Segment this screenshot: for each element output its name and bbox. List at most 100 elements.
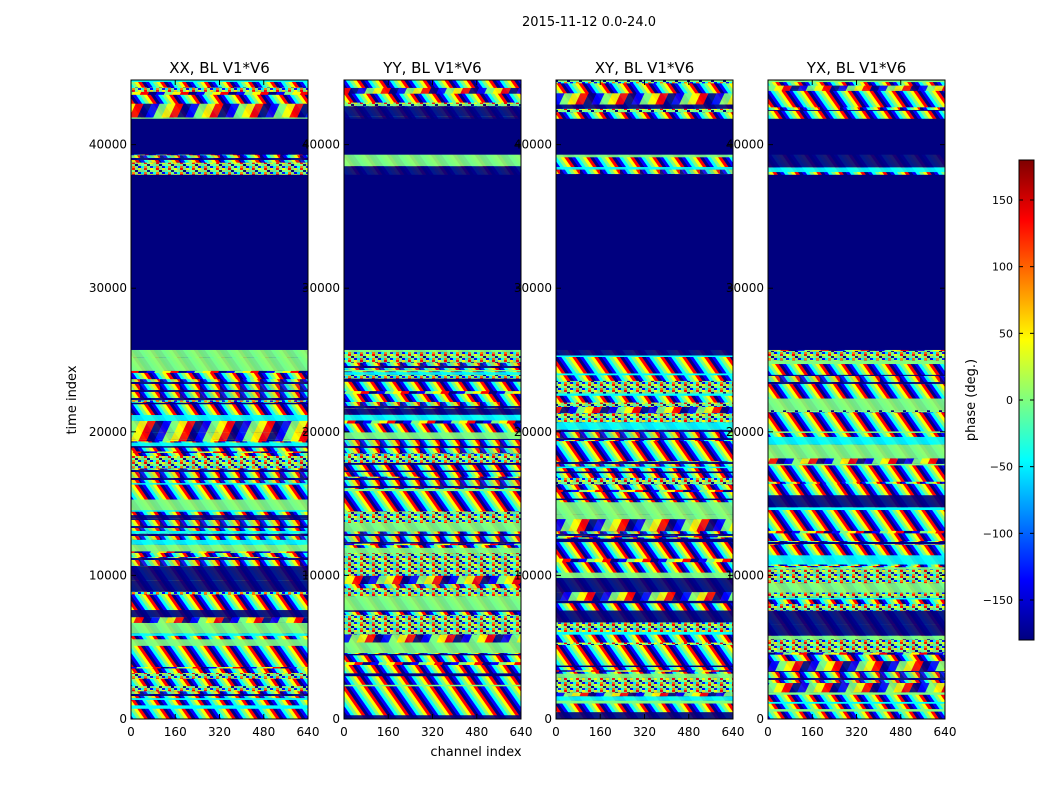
- data-band: [768, 93, 945, 108]
- data-band: [556, 558, 733, 563]
- data-band: [344, 462, 521, 465]
- x-tick-label: 160: [801, 725, 824, 739]
- data-band: [556, 600, 733, 604]
- data-band: [131, 405, 308, 408]
- data-band: [556, 402, 733, 407]
- data-band: [556, 348, 733, 356]
- data-band: [131, 483, 308, 485]
- data-band: [556, 535, 733, 538]
- data-band: [768, 467, 945, 471]
- y-tick-label: 40000: [89, 138, 127, 152]
- data-band: [768, 635, 945, 640]
- data-band: [131, 402, 308, 405]
- colorbar-tick-label: 100: [992, 261, 1013, 274]
- data-band: [344, 369, 521, 372]
- data-band: [131, 551, 308, 553]
- data-band: [131, 580, 308, 592]
- data-band: [344, 432, 521, 439]
- data-band: [344, 438, 521, 450]
- x-tick-label: 160: [589, 725, 612, 739]
- data-band: [344, 476, 521, 490]
- data-band: [131, 639, 308, 646]
- data-band: [344, 531, 521, 544]
- x-tick-label: 0: [127, 725, 135, 739]
- data-band: [768, 555, 945, 565]
- panel-4: YX, BL V1*V6 0 160 320 480 640 0 10000 20000 3000…: [726, 59, 957, 739]
- data-band: [131, 379, 308, 386]
- data-band: [344, 497, 521, 512]
- data-band: [556, 466, 733, 469]
- data-band: [131, 455, 308, 469]
- flagged-band: [556, 118, 733, 155]
- flagged-band: [131, 174, 308, 350]
- data-band: [131, 666, 308, 669]
- panel-2: YY, BL V1*V6 0 160 320 480 640 0 10000 20000 3000…: [302, 59, 533, 739]
- colorbar-tick-label: 50: [999, 327, 1013, 340]
- data-band: [344, 87, 521, 94]
- data-band: [344, 102, 521, 107]
- x-tick-label: 640: [510, 725, 533, 739]
- colorbar-tick-label: 150: [992, 194, 1013, 207]
- data-band: [131, 557, 308, 567]
- x-tick-label: 0: [764, 725, 772, 739]
- data-band: [131, 544, 308, 552]
- data-band: [556, 477, 733, 483]
- y-tick-label: 30000: [514, 281, 552, 295]
- data-band: [344, 414, 521, 421]
- panel-1: XX, BL V1*V6 0 160 320 480 640 0 10000 20000 3000…: [89, 59, 320, 739]
- data-band: [768, 528, 945, 531]
- y-tick-label: 0: [332, 712, 340, 726]
- y-tick-label: 0: [119, 712, 127, 726]
- data-band: [131, 453, 308, 456]
- data-band: [556, 361, 733, 374]
- flagged-band: [131, 118, 308, 155]
- y-axis-label: time index: [65, 365, 80, 434]
- data-band: [131, 591, 308, 595]
- y-tick-label: 10000: [514, 568, 552, 582]
- data-band: [344, 470, 521, 473]
- data-band: [556, 471, 733, 474]
- data-band: [344, 352, 521, 363]
- data-band: [768, 458, 945, 464]
- x-tick-label: 320: [633, 725, 656, 739]
- data-band: [344, 563, 521, 576]
- data-band: [131, 442, 308, 447]
- y-tick-label: 40000: [726, 138, 764, 152]
- data-band: [131, 698, 308, 700]
- data-band: [768, 564, 945, 567]
- data-band: [131, 486, 308, 500]
- data-band: [344, 511, 521, 523]
- colorbar-label: phase (deg.): [964, 359, 979, 441]
- data-band: [344, 547, 521, 554]
- data-band: [768, 85, 945, 90]
- y-tick-label: 0: [544, 712, 552, 726]
- data-band: [768, 374, 945, 385]
- data-band: [768, 639, 945, 653]
- data-band: [556, 696, 733, 701]
- data-band: [344, 610, 521, 612]
- flagged-band: [344, 174, 521, 350]
- data-band: [556, 652, 733, 666]
- data-band: [344, 634, 521, 643]
- data-band: [344, 152, 521, 167]
- data-band: [556, 531, 733, 536]
- data-band: [768, 418, 945, 422]
- data-band: [131, 622, 308, 634]
- y-tick-label: 30000: [726, 281, 764, 295]
- data-band: [344, 362, 521, 370]
- data-band: [131, 518, 308, 532]
- data-band: [556, 447, 733, 462]
- data-band: [344, 401, 521, 409]
- data-band: [344, 106, 521, 117]
- data-band: [768, 360, 945, 365]
- data-band: [768, 398, 945, 411]
- data-band: [556, 489, 733, 493]
- flagged-band: [768, 118, 945, 155]
- data-band: [556, 93, 733, 105]
- data-band: [556, 552, 733, 554]
- data-band: [344, 575, 521, 584]
- data-band: [131, 91, 308, 95]
- data-band: [768, 107, 945, 111]
- data-band: [768, 569, 945, 573]
- data-band: [556, 393, 733, 396]
